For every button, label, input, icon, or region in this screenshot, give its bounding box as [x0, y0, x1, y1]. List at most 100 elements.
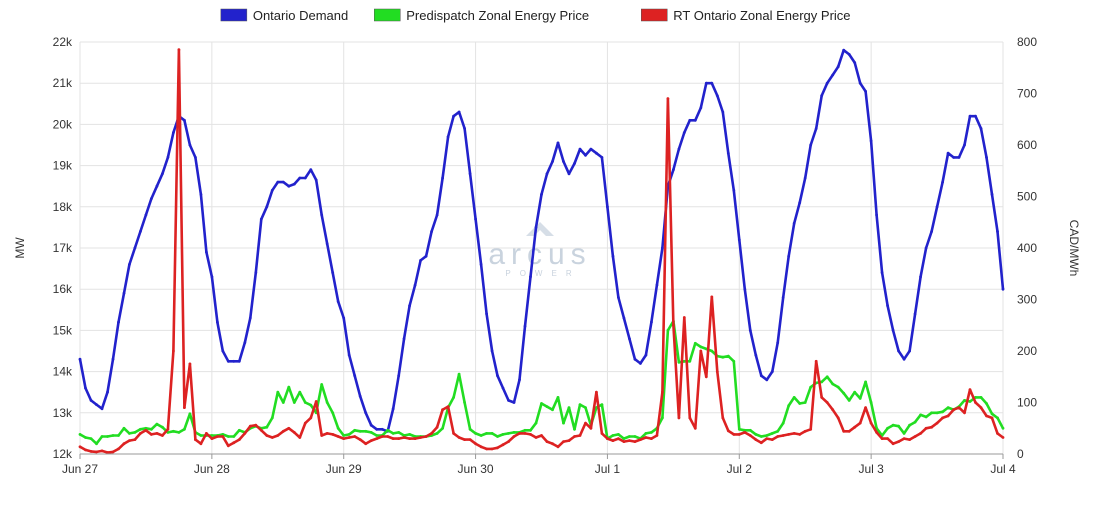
- legend-item[interactable]: Ontario Demand: [220, 8, 348, 23]
- data-point: [336, 300, 340, 303]
- data-point: [792, 432, 796, 435]
- data-point: [347, 436, 351, 439]
- data-point: [556, 445, 560, 449]
- data-point: [485, 432, 488, 435]
- data-point: [710, 295, 714, 299]
- data-point: [551, 442, 554, 446]
- data-point: [963, 143, 966, 147]
- data-point: [402, 434, 406, 437]
- data-point: [996, 230, 999, 233]
- data-point: [161, 434, 164, 437]
- data-point: [847, 429, 851, 433]
- data-point: [699, 349, 703, 353]
- data-point: [864, 380, 867, 384]
- data-point: [199, 442, 203, 446]
- data-point: [633, 357, 637, 361]
- data-point: [375, 427, 379, 431]
- data-point: [913, 312, 917, 316]
- legend[interactable]: Ontario Demand Predispatch Zonal Energy P…: [220, 8, 851, 23]
- data-point: [287, 184, 291, 188]
- data-point: [133, 438, 137, 441]
- y-right-tick-label: 600: [1017, 138, 1037, 152]
- data-point: [748, 329, 752, 332]
- data-point: [78, 357, 82, 361]
- data-point: [869, 421, 873, 425]
- data-point: [1001, 426, 1005, 430]
- data-point: [770, 432, 774, 435]
- data-point: [655, 283, 659, 287]
- y-left-tick-label: 17k: [53, 241, 73, 255]
- data-point: [639, 438, 642, 441]
- axes-layer: 12k 13k 14k 15k 16k 17k 18k 19k 20k 21k 22k 0 100 200…: [53, 35, 1038, 476]
- data-point: [644, 436, 648, 439]
- data-point: [842, 391, 846, 395]
- data-point: [243, 432, 247, 435]
- data-point: [139, 432, 142, 435]
- data-point: [364, 411, 368, 415]
- y-left-tick-label: 21k: [53, 76, 73, 90]
- data-point: [84, 436, 87, 439]
- data-point: [281, 429, 285, 433]
- data-point: [732, 188, 736, 192]
- data-point: [402, 436, 406, 439]
- data-point: [633, 435, 637, 438]
- data-point: [853, 425, 857, 429]
- legend-swatch: [641, 8, 668, 22]
- data-point: [935, 205, 939, 209]
- watermark-sub-text: POWER: [505, 269, 580, 278]
- data-point: [567, 439, 571, 442]
- data-point: [600, 432, 604, 435]
- data-point: [507, 399, 510, 402]
- data-point: [545, 405, 549, 408]
- data-point: [309, 168, 313, 172]
- data-point: [106, 390, 109, 394]
- series-points-0: [78, 48, 1005, 433]
- data-point: [375, 434, 379, 437]
- data-point: [886, 437, 889, 440]
- data-point: [584, 421, 587, 425]
- series-layer: [78, 48, 1005, 454]
- data-point: [122, 442, 126, 446]
- data-point: [677, 360, 681, 364]
- data-point: [869, 139, 873, 143]
- data-point: [809, 427, 813, 431]
- data-point: [578, 403, 582, 406]
- y-right-tick-label: 300: [1017, 293, 1037, 307]
- data-point: [551, 408, 554, 412]
- data-point: [875, 213, 878, 217]
- legend-item[interactable]: RT Ontario Zonal Energy Price: [641, 8, 851, 23]
- data-point: [633, 440, 637, 443]
- data-point: [897, 349, 900, 353]
- data-point: [325, 401, 329, 404]
- data-point: [188, 143, 192, 147]
- data-point: [617, 433, 620, 436]
- data-point: [699, 345, 703, 349]
- data-point: [276, 390, 280, 394]
- data-point: [858, 421, 862, 425]
- data-point: [408, 433, 411, 436]
- data-point: [117, 320, 120, 324]
- data-point: [798, 402, 802, 405]
- data-point: [979, 406, 983, 409]
- x-tick-label: Jun 28: [194, 462, 230, 476]
- data-point: [897, 424, 900, 428]
- data-point: [78, 433, 82, 436]
- data-point: [117, 447, 120, 451]
- data-point: [693, 426, 697, 430]
- data-point: [743, 287, 747, 291]
- data-point: [298, 176, 302, 180]
- data-point: [919, 413, 922, 417]
- data-point: [1001, 436, 1005, 439]
- data-point: [413, 283, 417, 287]
- data-point: [518, 432, 521, 435]
- data-point: [880, 437, 884, 440]
- data-point: [534, 421, 538, 425]
- data-point: [402, 337, 406, 340]
- data-point: [710, 349, 714, 353]
- legend-item[interactable]: Predispatch Zonal Energy Price: [374, 8, 589, 23]
- data-point: [237, 438, 241, 441]
- grid-layer: [79, 41, 1004, 455]
- data-point: [111, 434, 115, 437]
- data-point: [721, 355, 725, 359]
